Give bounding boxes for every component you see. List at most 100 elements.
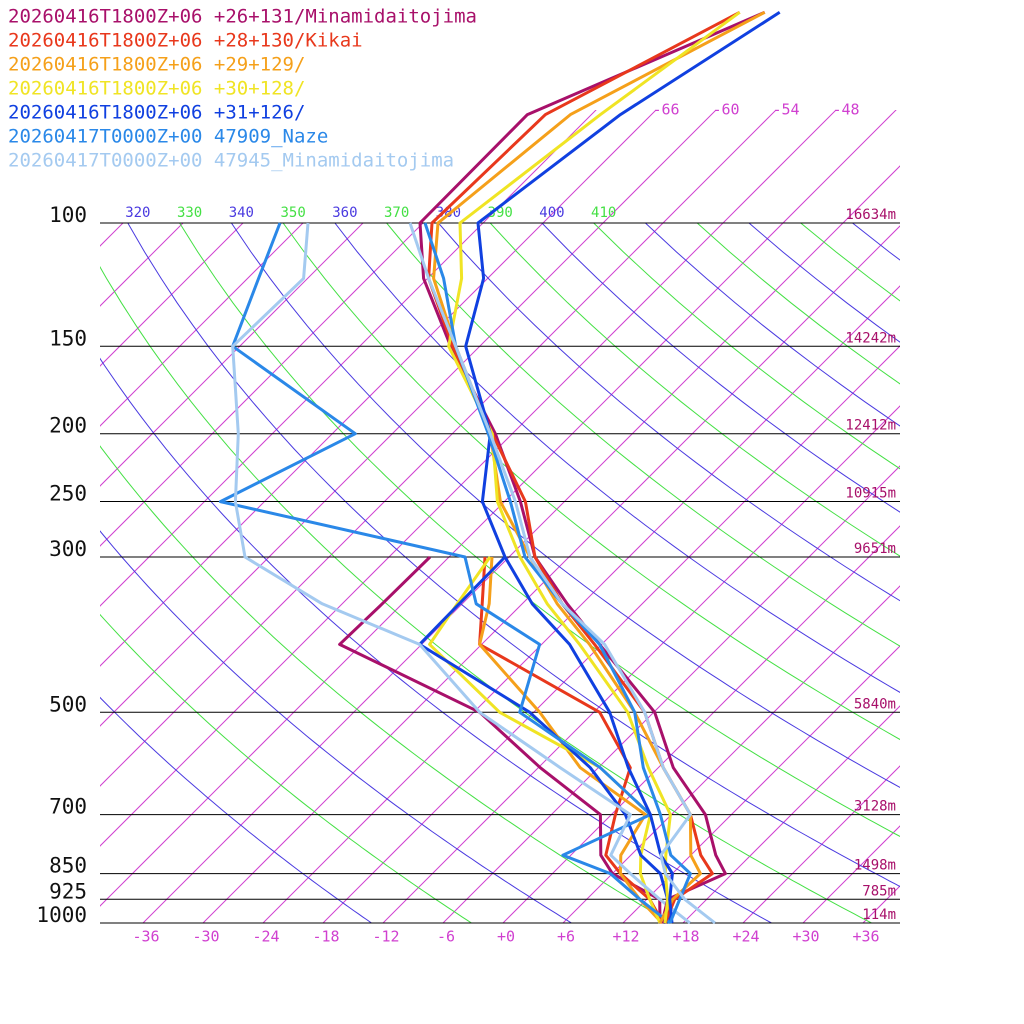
theta-label: 330 xyxy=(177,205,202,221)
pressure-label: 300 xyxy=(49,537,87,561)
dry-adiabat xyxy=(593,223,900,470)
theta-label: 360 xyxy=(332,205,357,221)
pressure-label: 200 xyxy=(49,414,87,438)
theta-label: 350 xyxy=(280,205,305,221)
x-tick-label: +30 xyxy=(792,928,819,946)
dry-adiabats xyxy=(100,191,1024,938)
height-label: 12412m xyxy=(845,418,896,434)
theta-label: 370 xyxy=(384,205,409,221)
isotherm xyxy=(100,110,887,923)
height-label: 3128m xyxy=(854,799,896,815)
legend-entry: 20260416T1800Z+06 +30+128/ xyxy=(8,78,305,100)
dry-adiabat xyxy=(100,530,573,923)
isotherm xyxy=(442,110,900,923)
pressure-label: 1000 xyxy=(36,903,87,927)
isotherm xyxy=(100,110,767,923)
temperature-line xyxy=(464,11,781,924)
dry-adiabat xyxy=(100,696,373,923)
legend-entry: 20260417T0000Z+00 47945_Minamidaitojima xyxy=(8,150,454,172)
isotherm xyxy=(562,110,900,923)
x-tick-label: -24 xyxy=(252,928,279,946)
x-tick-label: +0 xyxy=(497,928,515,946)
dry-adiabat xyxy=(799,223,900,302)
legend-entry: 20260416T1800Z+06 +29+129/ xyxy=(8,54,305,76)
dewpoint-line xyxy=(231,222,691,925)
height-label: 10915m xyxy=(845,486,896,502)
dewpoint-line xyxy=(218,222,671,925)
pressure-label: 250 xyxy=(49,482,87,506)
x-tick-label: -6 xyxy=(437,928,455,946)
dry-adiabat xyxy=(179,223,900,837)
isotherm xyxy=(382,110,900,923)
dry-adiabat xyxy=(851,223,900,261)
dry-adiabat xyxy=(644,223,900,427)
isotherm xyxy=(622,110,900,923)
isotherm-label: -54 xyxy=(772,101,799,119)
isotherm xyxy=(100,110,707,923)
height-label: 14242m xyxy=(845,330,896,346)
x-tick-label: +12 xyxy=(612,928,639,946)
isotherm xyxy=(262,110,900,923)
dry-adiabat xyxy=(100,613,473,923)
pressure-label: 925 xyxy=(49,879,87,903)
temperature-line xyxy=(432,10,766,924)
isotherm xyxy=(202,110,900,923)
dry-adiabat xyxy=(864,191,1024,938)
height-label: 5840m xyxy=(854,696,896,712)
theta-label: 390 xyxy=(488,205,513,221)
isotherm xyxy=(682,110,900,923)
isotherm xyxy=(100,110,827,923)
height-label: 1498m xyxy=(854,858,896,874)
dewpoint-line xyxy=(478,556,664,925)
height-label: 114m xyxy=(862,907,896,923)
pressure-label: 150 xyxy=(49,326,87,350)
dewpoint-line xyxy=(418,555,672,924)
pressure-label: 100 xyxy=(49,203,87,227)
isotherm xyxy=(100,110,900,923)
theta-label: 340 xyxy=(229,205,254,221)
axes: 320 330 340 350 360 370 380 390 400 410-66 -60 -54-… xyxy=(36,101,900,946)
isotherm xyxy=(802,110,900,923)
legend: 20260416T1800Z+06 +26+131/Minamidaitojim… xyxy=(8,6,477,172)
isotherm xyxy=(502,110,900,923)
x-tick-label: -18 xyxy=(312,928,339,946)
dry-adiabat xyxy=(437,223,900,602)
isotherm xyxy=(322,110,900,923)
dry-adiabat xyxy=(541,223,900,513)
pressure-label: 500 xyxy=(49,692,87,716)
temperature-line xyxy=(418,10,766,924)
legend-entry: 20260417T0000Z+00 47909_Naze xyxy=(8,126,328,148)
x-tick-label: +18 xyxy=(672,928,699,946)
isotherm xyxy=(100,110,900,923)
theta-label: 400 xyxy=(539,205,564,221)
height-label: 9651m xyxy=(854,541,896,557)
isotherm-label: -48 xyxy=(832,101,859,119)
dewpoint-line xyxy=(478,556,665,924)
dewpoint-line xyxy=(338,555,662,924)
x-tick-label: +6 xyxy=(557,928,575,946)
temperature-line xyxy=(427,10,741,924)
pressure-label: 700 xyxy=(49,795,87,819)
isotherm xyxy=(742,110,900,923)
isotherm xyxy=(862,110,900,923)
theta-label: 410 xyxy=(591,205,616,221)
x-tick-label: +36 xyxy=(852,928,879,946)
temperature-line xyxy=(408,222,716,925)
legend-entry: 20260416T1800Z+06 +28+130/Kikai xyxy=(8,30,363,52)
theta-label: 320 xyxy=(125,205,150,221)
isotherm xyxy=(142,110,900,923)
isotherm-label: -66 xyxy=(652,101,679,119)
height-label: 16634m xyxy=(845,207,896,223)
x-tick-label: -36 xyxy=(132,928,159,946)
soundings xyxy=(218,10,781,925)
legend-entry: 20260416T1800Z+06 +26+131/Minamidaitojim… xyxy=(8,6,477,28)
x-tick-label: +24 xyxy=(732,928,759,946)
height-label: 785m xyxy=(862,883,896,899)
dry-adiabat xyxy=(100,445,673,923)
dry-adiabat xyxy=(489,223,900,557)
isotherm-label: -60 xyxy=(712,101,739,119)
pressure-label: 850 xyxy=(49,854,87,878)
x-tick-label: -30 xyxy=(192,928,219,946)
dry-adiabat xyxy=(748,223,900,343)
